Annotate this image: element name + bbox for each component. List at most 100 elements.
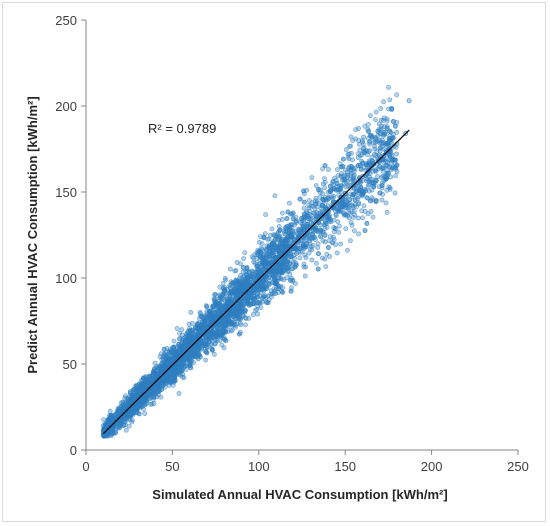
data-point bbox=[342, 202, 348, 207]
data-point bbox=[336, 223, 342, 229]
data-point bbox=[394, 151, 399, 157]
x-axis-ticks: 0 50 100 150 200 250 bbox=[82, 450, 529, 474]
data-point bbox=[293, 220, 299, 226]
data-point bbox=[250, 301, 256, 307]
data-point bbox=[328, 189, 333, 195]
y-tick-label: 0 bbox=[70, 443, 77, 458]
data-point bbox=[136, 411, 142, 417]
data-point bbox=[347, 210, 353, 216]
data-point bbox=[276, 217, 282, 223]
data-point bbox=[242, 250, 248, 256]
data-point bbox=[322, 239, 328, 245]
data-point bbox=[262, 231, 268, 236]
data-point bbox=[254, 262, 260, 268]
data-point bbox=[406, 98, 412, 104]
data-point bbox=[162, 351, 167, 357]
data-point bbox=[308, 244, 314, 250]
data-point bbox=[272, 193, 278, 199]
data-point bbox=[383, 176, 389, 182]
data-point bbox=[240, 264, 246, 270]
data-point bbox=[227, 266, 233, 272]
data-point bbox=[364, 195, 370, 201]
data-point bbox=[343, 212, 349, 218]
data-point bbox=[322, 163, 328, 168]
data-point bbox=[165, 361, 170, 367]
data-point bbox=[379, 197, 385, 203]
data-point bbox=[334, 167, 340, 172]
data-point bbox=[320, 229, 326, 235]
data-point bbox=[105, 418, 111, 423]
data-point bbox=[340, 163, 346, 169]
data-point bbox=[329, 240, 335, 246]
data-point bbox=[302, 273, 308, 279]
data-point bbox=[278, 269, 283, 275]
data-point bbox=[364, 220, 370, 226]
data-point bbox=[303, 255, 309, 260]
data-point bbox=[332, 175, 337, 181]
y-tick-label: 100 bbox=[55, 271, 77, 286]
data-point bbox=[262, 256, 268, 262]
data-point bbox=[341, 176, 347, 182]
data-point bbox=[379, 123, 384, 129]
data-point bbox=[313, 183, 319, 188]
y-axis-ticks: 0 50 100 150 200 250 bbox=[55, 13, 86, 458]
data-point bbox=[212, 291, 218, 297]
data-point bbox=[207, 335, 213, 341]
data-point bbox=[350, 157, 355, 163]
data-point bbox=[300, 243, 306, 249]
data-point bbox=[263, 264, 268, 269]
data-point bbox=[284, 275, 289, 281]
data-point bbox=[293, 260, 299, 266]
y-tick-label: 200 bbox=[55, 99, 77, 114]
data-point bbox=[301, 211, 307, 217]
data-point bbox=[394, 129, 400, 135]
data-point bbox=[321, 176, 327, 181]
data-point bbox=[366, 179, 372, 184]
data-point bbox=[334, 181, 340, 187]
data-point bbox=[301, 205, 307, 211]
data-point bbox=[313, 260, 319, 266]
data-point bbox=[349, 202, 355, 208]
data-point bbox=[351, 208, 357, 214]
data-point bbox=[361, 203, 367, 209]
data-point bbox=[290, 210, 296, 216]
data-point bbox=[372, 139, 378, 145]
data-point bbox=[123, 427, 129, 433]
data-point bbox=[288, 288, 294, 294]
data-point bbox=[354, 204, 359, 210]
data-point bbox=[381, 99, 386, 105]
data-point bbox=[134, 384, 140, 389]
data-point bbox=[378, 106, 384, 111]
data-point bbox=[352, 212, 358, 218]
data-point bbox=[179, 327, 185, 333]
data-point bbox=[350, 178, 356, 183]
data-point bbox=[141, 406, 146, 412]
data-point bbox=[142, 411, 148, 416]
data-point bbox=[256, 267, 262, 272]
data-point bbox=[195, 352, 201, 358]
data-point bbox=[373, 178, 379, 183]
data-point bbox=[261, 235, 267, 241]
data-point bbox=[168, 379, 174, 385]
data-point bbox=[126, 401, 132, 407]
x-tick-label: 150 bbox=[334, 459, 356, 474]
data-point bbox=[261, 294, 267, 300]
data-point bbox=[250, 295, 256, 301]
data-point bbox=[360, 141, 366, 147]
data-point bbox=[386, 184, 392, 190]
data-point bbox=[232, 324, 238, 330]
data-point bbox=[330, 179, 336, 185]
data-point bbox=[338, 183, 344, 188]
data-point bbox=[256, 249, 262, 255]
data-point bbox=[214, 309, 220, 315]
trendline bbox=[102, 129, 410, 435]
data-point bbox=[377, 145, 383, 151]
data-point bbox=[174, 326, 180, 331]
data-point bbox=[372, 117, 378, 123]
y-axis-title: Predict Annual HVAC Consumption [kWh/m²] bbox=[25, 96, 40, 373]
data-point bbox=[217, 284, 223, 290]
data-point bbox=[211, 351, 217, 357]
data-point bbox=[309, 175, 315, 181]
data-point bbox=[203, 357, 208, 363]
